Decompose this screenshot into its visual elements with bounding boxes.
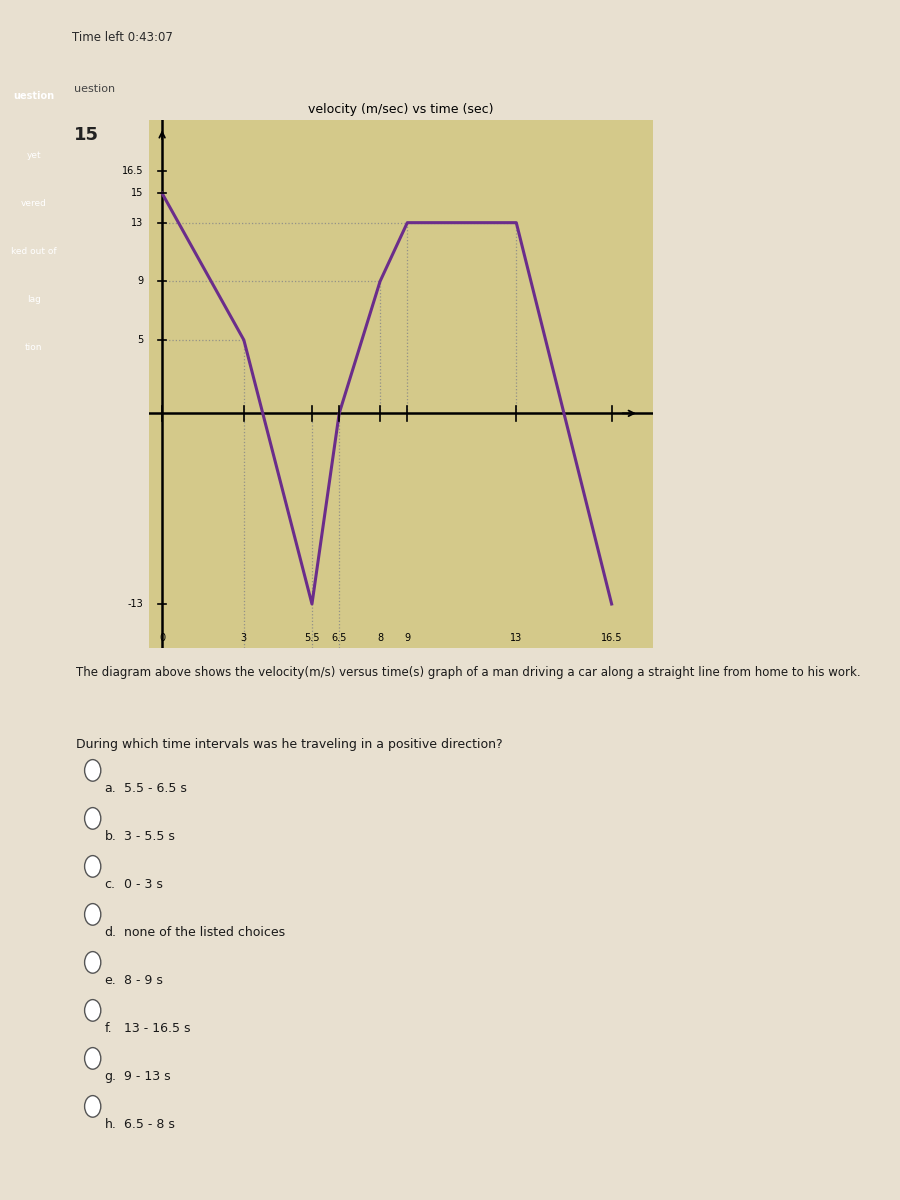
Text: 16.5: 16.5 xyxy=(122,167,143,176)
Text: 3: 3 xyxy=(241,634,247,643)
Text: vered: vered xyxy=(21,199,47,209)
Text: c.: c. xyxy=(104,878,115,892)
Title: velocity (m/sec) vs time (sec): velocity (m/sec) vs time (sec) xyxy=(308,103,493,116)
Text: 5.5: 5.5 xyxy=(304,634,320,643)
Text: 13: 13 xyxy=(510,634,522,643)
Text: b.: b. xyxy=(104,830,116,844)
Text: 0 - 3 s: 0 - 3 s xyxy=(124,878,163,892)
Text: 13 - 16.5 s: 13 - 16.5 s xyxy=(124,1022,191,1036)
Text: 5: 5 xyxy=(137,335,143,346)
Text: 6.5: 6.5 xyxy=(331,634,346,643)
Text: 15: 15 xyxy=(130,188,143,198)
Text: During which time intervals was he traveling in a positive direction?: During which time intervals was he trave… xyxy=(76,738,503,751)
Text: 9: 9 xyxy=(137,276,143,287)
Text: f.: f. xyxy=(104,1022,112,1036)
Text: uestion: uestion xyxy=(74,84,115,94)
Text: 15: 15 xyxy=(74,126,99,144)
Text: none of the listed choices: none of the listed choices xyxy=(124,926,285,940)
Text: yet: yet xyxy=(26,151,41,161)
Text: g.: g. xyxy=(104,1070,116,1084)
Text: 8 - 9 s: 8 - 9 s xyxy=(124,974,163,988)
Text: d.: d. xyxy=(104,926,116,940)
Text: 8: 8 xyxy=(377,634,383,643)
Text: 3 - 5.5 s: 3 - 5.5 s xyxy=(124,830,176,844)
Text: h.: h. xyxy=(104,1118,116,1132)
Text: 16.5: 16.5 xyxy=(601,634,623,643)
Text: 6.5 - 8 s: 6.5 - 8 s xyxy=(124,1118,176,1132)
Text: 5.5 - 6.5 s: 5.5 - 6.5 s xyxy=(124,782,187,796)
Text: The diagram above shows the velocity(m/s) versus time(s) graph of a man driving : The diagram above shows the velocity(m/s… xyxy=(76,666,861,679)
Text: ked out of: ked out of xyxy=(11,247,57,257)
Text: lag: lag xyxy=(27,295,40,305)
Text: 0: 0 xyxy=(159,634,166,643)
Text: 9 - 13 s: 9 - 13 s xyxy=(124,1070,171,1084)
Text: 9: 9 xyxy=(404,634,410,643)
Text: 13: 13 xyxy=(130,217,143,228)
Text: e.: e. xyxy=(104,974,116,988)
Text: Time left 0:43:07: Time left 0:43:07 xyxy=(72,31,173,44)
Text: a.: a. xyxy=(104,782,116,796)
Text: -13: -13 xyxy=(127,599,143,608)
Text: tion: tion xyxy=(25,343,42,353)
Text: uestion: uestion xyxy=(14,91,54,101)
